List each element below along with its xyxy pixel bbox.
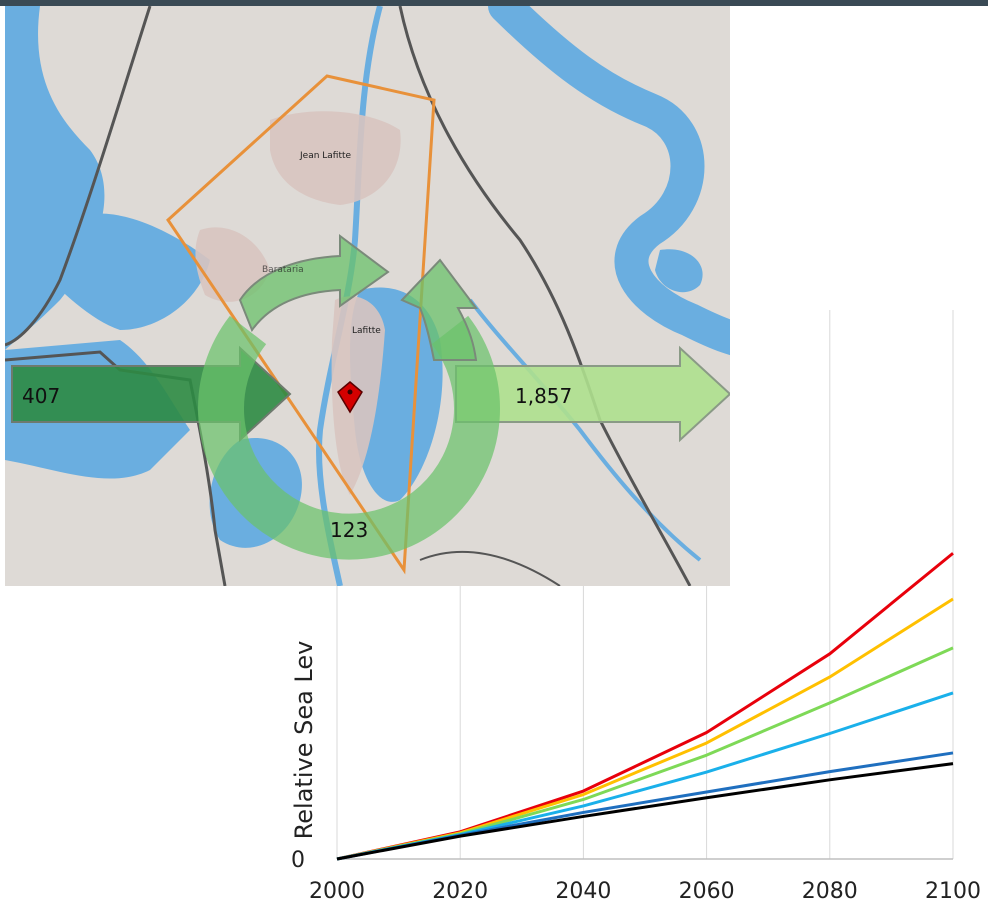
- map-label-jean-lafitte: Jean Lafitte: [299, 151, 352, 161]
- map-label-lafitte: Lafitte: [352, 326, 381, 336]
- x-tick-label-1: 2020: [432, 879, 488, 904]
- map-river: [488, 6, 730, 356]
- series-line-5: [336, 762, 954, 861]
- top-bar: [0, 0, 988, 6]
- x-tick-label-3: 2060: [679, 879, 735, 904]
- y-tick-label-0: 0: [291, 848, 305, 873]
- cycle-ring: [198, 315, 500, 560]
- series-line-0: [336, 552, 954, 861]
- map-urban-barataria: [195, 227, 270, 302]
- location-marker-icon: [337, 381, 363, 414]
- y-tick-labels: 0: [291, 848, 305, 873]
- x-tick-label-4: 2080: [802, 879, 858, 904]
- map-urban-jean-lafitte: [270, 111, 401, 205]
- map-pond-east: [655, 249, 703, 293]
- cycle-arrow-left: [238, 234, 390, 333]
- map-study-boundary: [166, 74, 436, 575]
- inflow-value: 407: [22, 384, 60, 408]
- x-tick-labels: 2000 2020 2040 2060 2080 2100: [309, 879, 981, 904]
- grid: [336, 310, 954, 860]
- x-tick-label-5: 2100: [925, 879, 981, 904]
- cycle-arrow-right: [400, 258, 478, 361]
- series-line-2: [336, 646, 954, 861]
- map-channel-east: [468, 298, 702, 562]
- x-tick-label-0: 2000: [309, 879, 365, 904]
- map-road-west: [5, 6, 152, 347]
- map-road-east: [398, 6, 692, 586]
- series-lines: [336, 552, 954, 861]
- marker-dot: [347, 389, 353, 395]
- x-tick-label-2: 2040: [555, 879, 611, 904]
- outflow-value: 1,857: [515, 384, 572, 408]
- map-road-south: [419, 550, 561, 586]
- series-line-1: [336, 597, 954, 861]
- map-lake-salvador: [40, 213, 210, 330]
- map-label-barataria: Barataria: [262, 265, 304, 275]
- y-axis-label: Relative Sea Lev: [290, 641, 318, 840]
- map-inset: Jean Lafitte Barataria Lafitte 407 1,857…: [5, 6, 730, 586]
- cycle-value: 123: [330, 518, 368, 542]
